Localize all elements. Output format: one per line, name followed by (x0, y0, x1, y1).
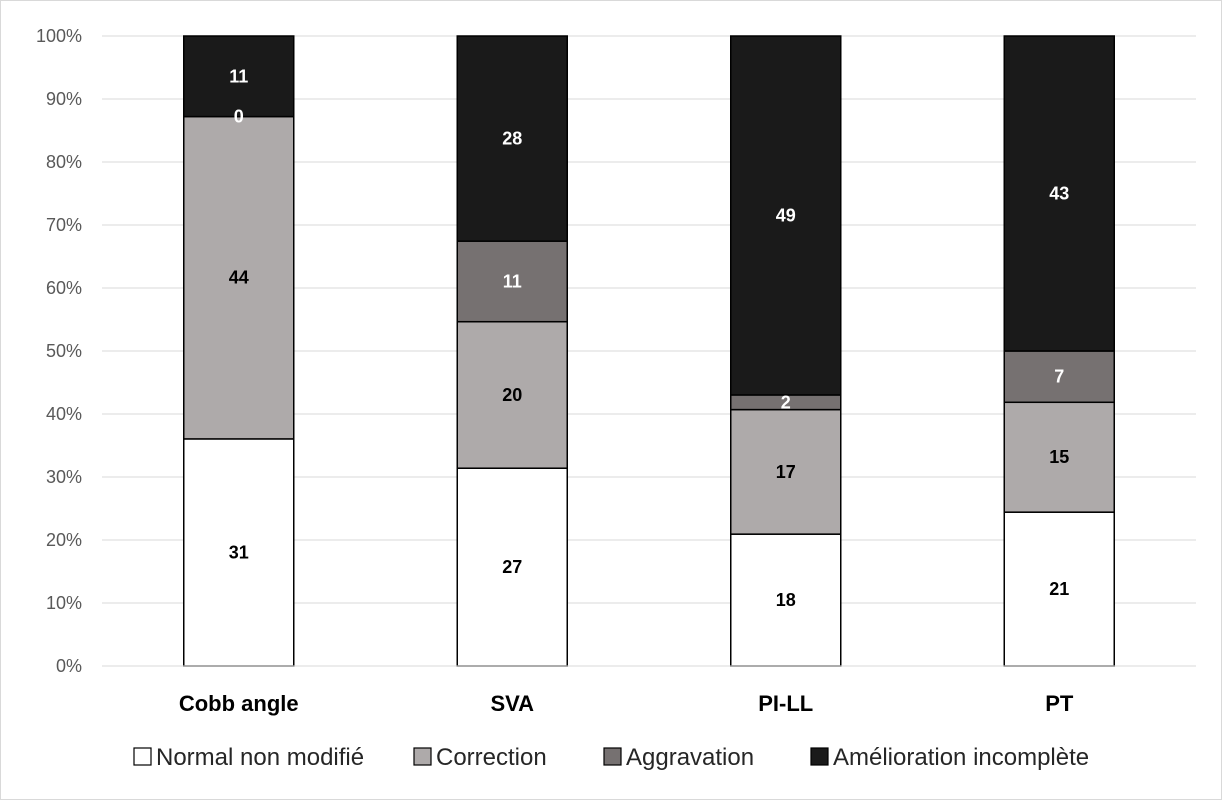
legend-label: Aggravation (626, 744, 754, 771)
y-tick-label: 40% (46, 404, 82, 424)
bar-segment (183, 115, 295, 440)
data-label: 0 (234, 107, 244, 127)
bar-segment (183, 438, 295, 667)
data-label: 2 (781, 392, 791, 412)
legend: Normal non modifié Correction Aggravation A… (133, 744, 1089, 771)
data-label: 27 (502, 557, 522, 577)
legend-swatch (413, 747, 432, 766)
data-label: 15 (1049, 447, 1069, 467)
category-label: Cobb angle (179, 691, 299, 716)
bar-segment (730, 35, 842, 396)
data-label: 44 (229, 268, 249, 288)
data-label: 7 (1054, 367, 1064, 387)
y-tick-label: 30% (46, 467, 82, 487)
data-label: 21 (1049, 579, 1069, 599)
data-label: 49 (776, 205, 796, 225)
y-tick-label: 80% (46, 152, 82, 172)
bar-segment (456, 467, 568, 667)
category-label: PT (1045, 691, 1074, 716)
data-label: 17 (776, 462, 796, 482)
x-axis-category-labels: Cobb angle SVA PI-LL PT (179, 691, 1074, 716)
bar-segment (730, 533, 842, 667)
y-tick-label: 100% (36, 26, 82, 46)
legend-label: Correction (436, 744, 547, 771)
y-tick-label: 50% (46, 341, 82, 361)
data-label: 43 (1049, 184, 1069, 204)
data-label: 28 (502, 129, 522, 149)
y-tick-label: 90% (46, 89, 82, 109)
y-tick-label: 70% (46, 215, 82, 235)
bar-segment (1003, 35, 1115, 352)
legend-swatch (810, 747, 829, 766)
bar-segment (1003, 401, 1115, 513)
y-tick-label: 60% (46, 278, 82, 298)
data-label: 18 (776, 590, 796, 610)
y-tick-label: 0% (56, 656, 82, 676)
bar-segment (456, 35, 568, 242)
category-label: PI-LL (758, 691, 813, 716)
y-axis-tick-labels: 0% 10% 20% 30% 40% 50% 60% 70% 80% 90% 100% (36, 26, 82, 676)
data-labels: 31 44 0 11 27 20 11 28 18 17 2 49 21 15 7 43 (229, 66, 1070, 610)
legend-swatch (603, 747, 622, 766)
category-label: SVA (490, 691, 534, 716)
bar-segment (730, 408, 842, 535)
bar-segment (183, 35, 295, 118)
bars (183, 35, 1115, 667)
data-label: 11 (229, 66, 248, 86)
legend-label: Amélioration incomplète (833, 744, 1089, 771)
legend-label: Normal non modifié (156, 744, 364, 771)
y-tick-label: 20% (46, 530, 82, 550)
data-label: 31 (229, 542, 249, 562)
legend-swatch (133, 747, 152, 766)
data-label: 11 (503, 271, 522, 291)
bar-segment (1003, 511, 1115, 667)
data-label: 20 (502, 385, 522, 405)
bar-segment (1003, 350, 1115, 404)
y-tick-label: 10% (46, 593, 82, 613)
